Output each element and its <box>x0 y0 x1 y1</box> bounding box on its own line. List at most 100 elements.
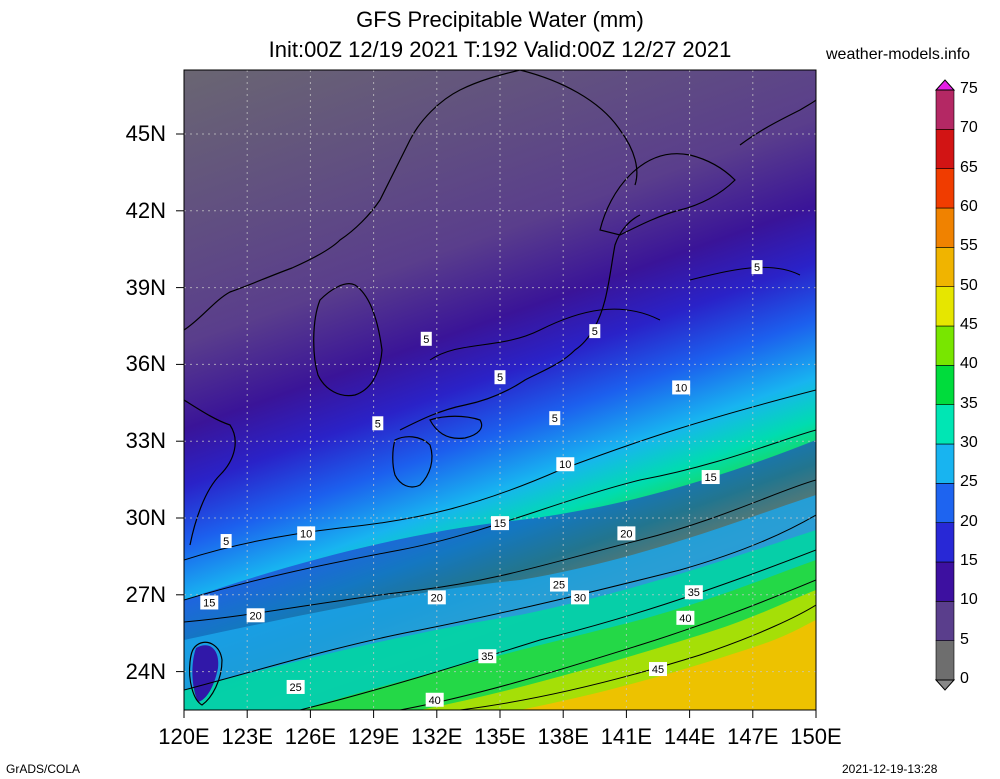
svg-text:5: 5 <box>497 372 503 384</box>
svg-text:10: 10 <box>300 528 312 540</box>
svg-text:5: 5 <box>375 418 381 430</box>
colorbar <box>934 79 956 691</box>
lat-tick-label: 24N <box>125 658 166 684</box>
contour-label: 5 <box>589 324 601 339</box>
colorbar-segment <box>935 325 955 366</box>
svg-text:40: 40 <box>429 695 441 707</box>
svg-text:35: 35 <box>481 651 493 663</box>
lon-tick-label: 150E <box>790 724 842 749</box>
colorbar-segment <box>935 640 955 681</box>
axis-ticks <box>176 133 817 718</box>
contour-labels: 5 5 5 5 5 5 5 10 10 10 15 15 15 20 20 20 25 25 30 35 35 40 40 4… <box>200 260 763 707</box>
svg-text:25: 25 <box>290 682 302 694</box>
lon-tick-label: 147E <box>727 724 779 749</box>
contour-label: 5 <box>220 534 232 549</box>
colorbar-level-label: 75 <box>960 80 978 97</box>
contour-label: 25 <box>549 577 568 592</box>
colorbar-level-label: 35 <box>960 394 978 412</box>
lat-tick-label: 39N <box>125 274 166 300</box>
kyushu <box>392 436 433 488</box>
colorbar-segment <box>935 561 955 602</box>
contour-label: 30 <box>571 590 590 605</box>
colorbar-segment <box>935 443 955 484</box>
lat-tick-label: 30N <box>125 505 166 530</box>
contour-label: 45 <box>649 662 667 677</box>
colorbar-segment <box>935 129 955 169</box>
svg-text:20: 20 <box>250 610 262 622</box>
taiwan <box>188 641 223 706</box>
contour-label: 10 <box>297 526 316 541</box>
colorbar-level-label: 65 <box>960 158 978 176</box>
svg-text:45: 45 <box>652 664 664 676</box>
footer-timestamp: 2021-12-19-13:28 <box>842 762 938 776</box>
colorbar-max-arrow <box>934 79 956 91</box>
colorbar-level-label: 45 <box>960 316 978 333</box>
colorbar-level-label: 40 <box>960 355 978 373</box>
svg-text:5: 5 <box>552 413 558 425</box>
contour-label: 40 <box>676 610 695 625</box>
svg-text:5: 5 <box>223 536 229 548</box>
contour-label: 25 <box>286 679 305 694</box>
colorbar-segment <box>935 286 955 327</box>
colorbar-level-label: 25 <box>960 473 978 491</box>
lon-tick-label: 132E <box>411 724 463 749</box>
contour-label: 35 <box>684 585 703 600</box>
contour-label: 20 <box>617 526 636 541</box>
contour-label: 20 <box>427 590 446 605</box>
lon-tick-label: 120E <box>158 724 210 749</box>
colorbar-segment <box>935 365 955 405</box>
contour-label: 5 <box>494 370 506 385</box>
lat-tick-label: 36N <box>125 351 166 377</box>
lon-tick-label: 129E <box>347 724 400 749</box>
svg-text:10: 10 <box>675 382 687 394</box>
footer-software: GrADS/COLA <box>6 762 81 776</box>
colorbar-segment <box>935 483 955 523</box>
korea-peninsula <box>313 283 383 397</box>
lon-tick-label: 144E <box>663 724 716 749</box>
svg-text:5: 5 <box>592 326 598 338</box>
colorbar-segment <box>935 522 955 563</box>
colorbar-level-label: 5 <box>960 630 969 648</box>
colorbar-level-label: 0 <box>960 670 969 687</box>
lon-tick-label: 123E <box>221 724 273 749</box>
lon-tick-label: 141E <box>600 724 653 749</box>
china-coast <box>184 399 236 546</box>
svg-text:15: 15 <box>705 472 717 484</box>
contour-label: 15 <box>200 595 219 610</box>
honshu-coast <box>399 214 641 431</box>
contour-label: 20 <box>246 608 265 623</box>
colorbar-segment <box>935 601 955 641</box>
kuril-islands <box>739 99 816 146</box>
sakhalin-coast <box>519 70 638 186</box>
svg-text:15: 15 <box>203 597 215 609</box>
contour-label: 15 <box>701 470 720 485</box>
colorbar-level-label: 10 <box>960 591 978 609</box>
svg-text:20: 20 <box>620 528 632 540</box>
colorbar-level-label: 70 <box>960 119 978 137</box>
colorbar-segment <box>935 168 955 209</box>
colorbar-segment <box>935 404 955 445</box>
coastlines <box>184 70 816 706</box>
contour-label: 10 <box>556 457 575 472</box>
colorbar-level-label: 50 <box>960 276 978 294</box>
lon-tick-label: 135E <box>474 724 526 749</box>
colorbar-level-label: 55 <box>960 237 978 255</box>
svg-text:5: 5 <box>423 334 429 346</box>
lat-tick-label: 27N <box>125 581 166 607</box>
svg-text:5: 5 <box>754 262 760 274</box>
lat-tick-label: 42N <box>125 197 166 223</box>
contour-label: 5 <box>751 260 763 275</box>
contour-label: 10 <box>672 380 691 395</box>
svg-text:20: 20 <box>431 592 443 604</box>
svg-text:15: 15 <box>494 518 506 530</box>
lon-tick-label: 138E <box>537 724 589 749</box>
colorbar-segment <box>935 89 955 130</box>
site-credit: weather-models.info <box>826 46 971 63</box>
contour-label: 15 <box>491 516 509 531</box>
taiwan-moisture-low <box>192 645 219 702</box>
colorbar-segment <box>935 247 955 287</box>
svg-text:10: 10 <box>559 459 571 471</box>
colorbar-level-label: 30 <box>960 434 978 451</box>
colorbar-min-arrow <box>934 679 956 691</box>
